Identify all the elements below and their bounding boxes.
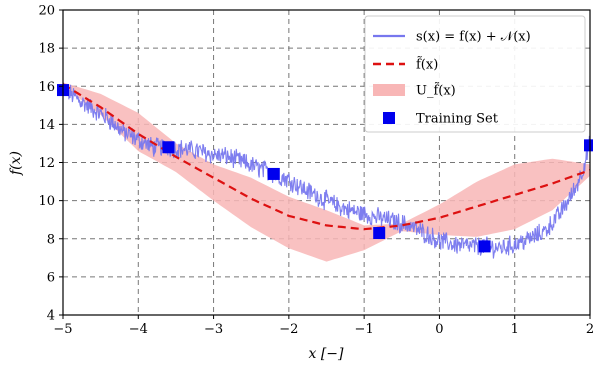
legend-label-0: s(x) = f(x) + 𝒩(x) <box>416 30 531 45</box>
legend-item-1: f̃(x) <box>373 56 438 73</box>
training-point-3 <box>373 227 386 240</box>
x-tick-label-2: −3 <box>204 322 223 337</box>
x-tick-label-0: −5 <box>53 322 72 337</box>
training-point-5 <box>584 139 593 152</box>
legend-label-1: f̃(x) <box>416 56 438 73</box>
x-tick-label-6: 1 <box>511 322 519 337</box>
legend-swatch-band <box>373 84 405 96</box>
noisy-signal-layer <box>63 82 590 259</box>
legend: s(x) = f(x) + 𝒩(x) f̃(x) U_f̃(x) Training S… <box>364 15 586 133</box>
x-tick-label-1: −4 <box>129 322 148 337</box>
y-tick-label-7: 18 <box>38 42 55 57</box>
training-set-layer <box>57 84 593 253</box>
legend-item-3: Training Set <box>383 112 499 127</box>
y-tick-label-6: 16 <box>38 80 55 95</box>
training-point-4 <box>478 240 491 253</box>
uncertainty-band-layer <box>63 82 590 262</box>
legend-item-2: U_f̃(x) <box>373 82 456 99</box>
training-point-2 <box>267 167 280 180</box>
x-tick-label-7: 2 <box>586 322 593 337</box>
ticks <box>59 9 591 319</box>
y-tick-label-3: 10 <box>38 194 55 209</box>
x-tick-label-3: −2 <box>279 322 298 337</box>
y-axis-label: f(x) <box>8 151 24 176</box>
legend-label-3: Training Set <box>416 112 499 127</box>
noisy-signal-line <box>63 82 590 259</box>
legend-box <box>364 15 586 133</box>
y-tick-label-0: 4 <box>47 309 55 324</box>
y-tick-label-5: 14 <box>38 118 55 133</box>
training-point-1 <box>162 141 175 154</box>
x-tick-label-5: 0 <box>435 322 443 337</box>
y-tick-label-8: 20 <box>38 4 55 19</box>
legend-label-2: U_f̃(x) <box>416 82 456 99</box>
surrogate-curve <box>63 83 590 231</box>
legend-item-0: s(x) = f(x) + 𝒩(x) <box>373 30 531 45</box>
legend-swatch-training <box>383 112 395 124</box>
y-tick-label-1: 6 <box>47 270 55 285</box>
y-tick-label-4: 12 <box>38 156 55 171</box>
uncertainty-band <box>63 82 590 262</box>
x-axis-label: x [−] <box>309 346 345 362</box>
surrogate-curve-layer <box>63 83 590 231</box>
x-tick-label-4: −1 <box>355 322 374 337</box>
y-tick-label-2: 8 <box>47 232 55 247</box>
